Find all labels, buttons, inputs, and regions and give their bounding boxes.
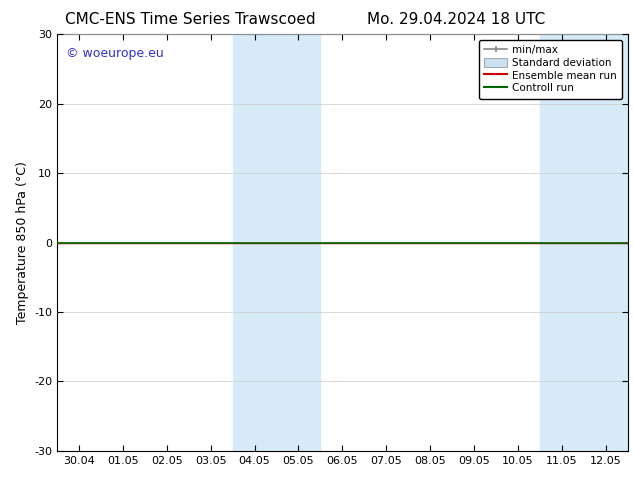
Y-axis label: Temperature 850 hPa (°C): Temperature 850 hPa (°C) <box>15 161 29 324</box>
Bar <box>584 34 628 451</box>
Text: CMC-ENS Time Series Trawscoed: CMC-ENS Time Series Trawscoed <box>65 12 316 27</box>
Text: © woeurope.eu: © woeurope.eu <box>66 47 164 60</box>
Text: Mo. 29.04.2024 18 UTC: Mo. 29.04.2024 18 UTC <box>367 12 546 27</box>
Bar <box>276 34 320 451</box>
Bar <box>540 34 584 451</box>
Legend: min/max, Standard deviation, Ensemble mean run, Controll run: min/max, Standard deviation, Ensemble me… <box>479 40 623 98</box>
Bar <box>233 34 276 451</box>
